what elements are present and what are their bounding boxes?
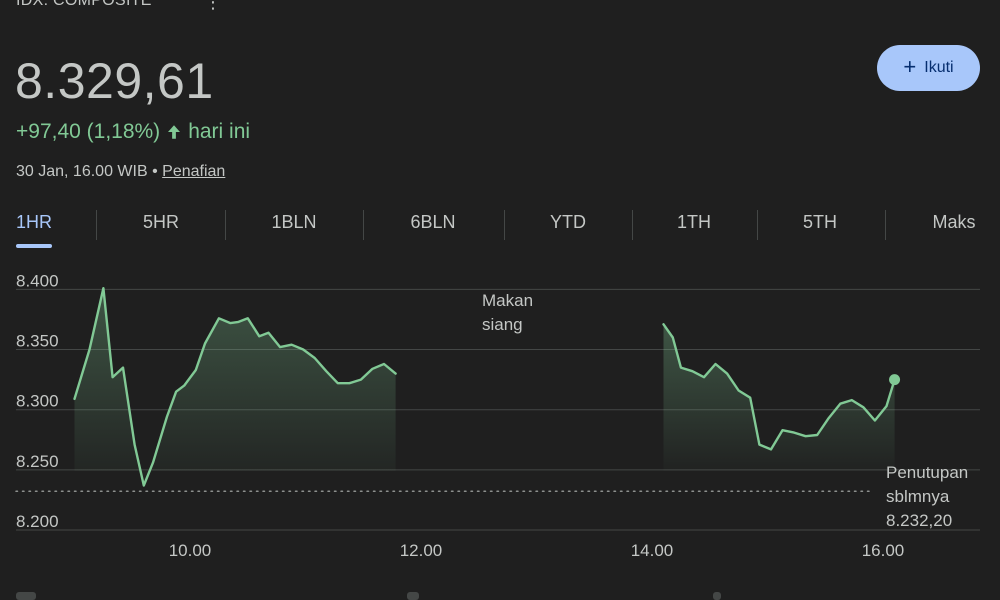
tab-maks[interactable]: Maks (932, 212, 976, 232)
scroll-hint (16, 592, 36, 600)
change-suffix: hari ini (188, 120, 251, 143)
x-tick-label: 12.00 (400, 541, 443, 560)
price-change: +97,40 (1,18%) hari ini (16, 120, 250, 144)
tab-divider (632, 210, 633, 240)
y-tick-label: 8.400 (16, 271, 59, 290)
tab-1th[interactable]: 1TH (676, 212, 712, 232)
tab-divider (96, 210, 97, 240)
tab-divider (225, 210, 226, 240)
y-tick-label: 8.300 (16, 392, 59, 411)
tab-1hr[interactable]: 1HR (15, 212, 53, 232)
index-title: IDX: COMPOSITE (16, 0, 152, 9)
follow-button-label: Ikuti (924, 59, 954, 76)
y-tick-label: 8.250 (16, 452, 59, 471)
last-price-point (889, 374, 901, 386)
scroll-hint (713, 592, 721, 600)
lunch-break-label: Makan siang (482, 291, 533, 334)
change-value: +97,40 (1,18%) (16, 120, 161, 143)
series-line-session-1 (73, 287, 397, 487)
quote-meta: 30 Jan, 16.00 WIB • Penafian (16, 163, 225, 181)
tab-5hr[interactable]: 5HR (142, 212, 180, 232)
tab-divider (885, 210, 886, 240)
plus-icon: + (903, 54, 917, 79)
series-line-session-2 (662, 323, 896, 451)
disclaimer-link[interactable]: Penafian (162, 163, 226, 180)
series-area-session-2 (663, 324, 895, 471)
x-tick-label: 16.00 (862, 541, 905, 560)
tab-divider (363, 210, 364, 240)
tab-divider (757, 210, 758, 240)
follow-button[interactable]: + Ikuti (877, 45, 980, 91)
x-tick-label: 10.00 (169, 541, 212, 560)
previous-close-label: Penutupan sblmnya 8.232,20 (886, 463, 968, 530)
y-tick-label: 8.200 (16, 512, 59, 531)
tab-1bln[interactable]: 1BLN (271, 212, 317, 232)
active-tab-indicator (16, 244, 52, 248)
meta-separator: • (152, 163, 158, 180)
tab-5th[interactable]: 5TH (802, 212, 838, 232)
scroll-hint (407, 592, 419, 600)
more-vert-icon[interactable]: ⋮ (204, 0, 222, 12)
quote-date: 30 Jan, 16.00 WIB (16, 163, 148, 180)
x-tick-label: 14.00 (631, 541, 674, 560)
arrow-up-icon (168, 125, 181, 139)
series-area-session-1 (74, 288, 396, 486)
tab-6bln[interactable]: 6BLN (410, 212, 456, 232)
intraday-chart[interactable]: 8.200 8.250 8.300 8.350 8.400 10.00 12.00 14.0… (0, 270, 1000, 588)
y-tick-label: 8.350 (16, 332, 59, 351)
tab-ytd[interactable]: YTD (550, 212, 586, 232)
current-price: 8.329,61 (15, 53, 214, 109)
time-range-tabs: 1HR 5HR 1BLN 6BLN YTD 1TH 5TH Maks (0, 206, 1000, 250)
tab-divider (504, 210, 505, 240)
